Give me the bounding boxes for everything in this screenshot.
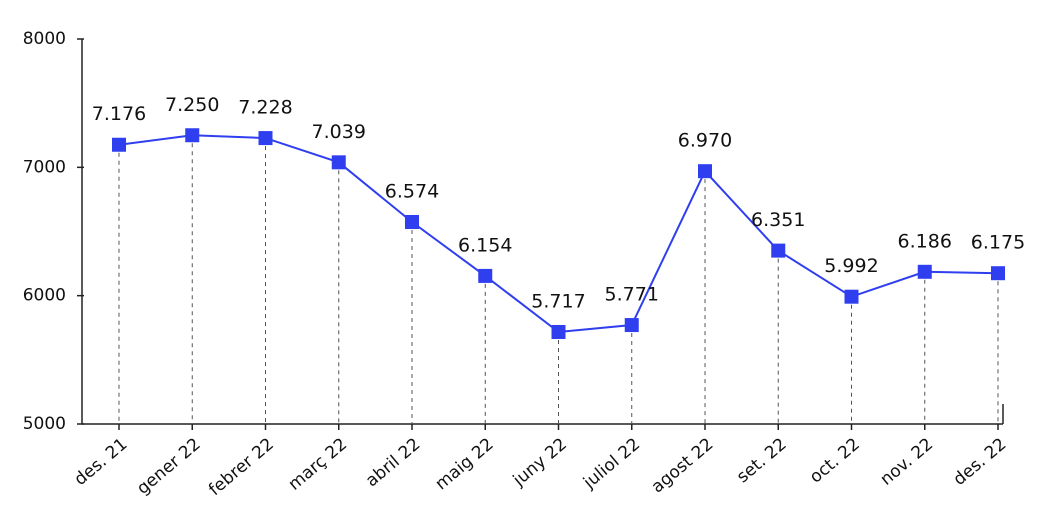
marker <box>771 243 786 258</box>
marker <box>185 128 200 143</box>
marker <box>624 318 639 333</box>
data-label: 6.574 <box>385 181 439 203</box>
x-tick-label: des. 22 <box>950 434 1011 490</box>
x-tick-label: juny 22 <box>509 434 571 491</box>
data-label: 7.250 <box>165 94 219 116</box>
x-tick-label: gener 22 <box>133 434 204 499</box>
y-tick-label: 8000 <box>23 29 66 49</box>
data-label: 6.186 <box>898 230 952 252</box>
marker <box>917 264 932 279</box>
data-label: 6.175 <box>971 232 1025 254</box>
marker <box>698 164 712 179</box>
x-tick-label: des. 21 <box>71 434 132 490</box>
x-tick-label: maig 22 <box>432 434 498 494</box>
x-tick-label: agost 22 <box>648 434 718 497</box>
data-label: 6.970 <box>678 130 732 152</box>
x-tick-label: abril 22 <box>362 434 424 491</box>
marker <box>112 137 126 152</box>
x-tick-label: febrer 22 <box>205 434 278 500</box>
y-tick-label: 6000 <box>23 286 66 306</box>
y-tick-label: 5000 <box>23 414 66 434</box>
data-label: 6.351 <box>751 209 805 231</box>
marker <box>551 324 566 339</box>
x-tick-label: nov. 22 <box>877 434 938 489</box>
marker <box>478 268 493 283</box>
data-label: 6.154 <box>458 234 512 256</box>
data-label: 5.717 <box>531 290 585 312</box>
x-tick-label: oct. 22 <box>806 434 864 487</box>
data-label: 5.771 <box>605 284 659 306</box>
marker <box>844 289 859 304</box>
data-label: 5.992 <box>824 255 878 277</box>
data-label: 7.039 <box>312 121 366 143</box>
x-tick-label: març 22 <box>285 434 351 494</box>
marker <box>258 131 273 146</box>
x-tick-label: set. 22 <box>733 434 791 487</box>
x-tick-label: juliol 22 <box>579 434 644 493</box>
marker <box>991 266 1005 281</box>
marker <box>331 155 346 170</box>
data-label: 7.176 <box>92 103 146 125</box>
y-tick-label: 7000 <box>23 157 66 177</box>
marker <box>405 215 419 230</box>
data-label: 7.228 <box>238 97 292 119</box>
